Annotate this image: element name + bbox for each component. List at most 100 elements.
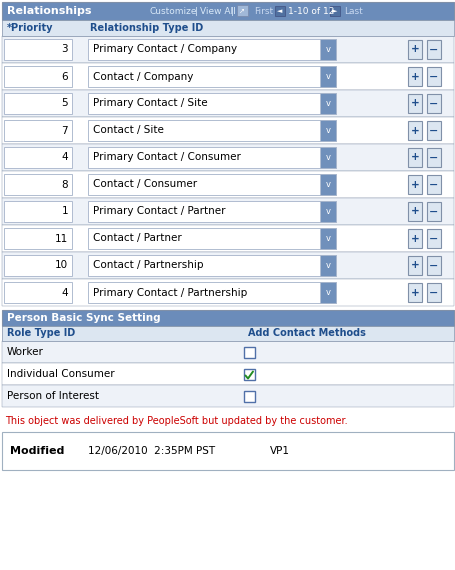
Text: Primary Contact / Company: Primary Contact / Company xyxy=(93,44,237,55)
Bar xyxy=(2,279,453,306)
Bar xyxy=(407,256,421,275)
Text: Worker: Worker xyxy=(7,347,44,357)
Text: Person Basic Sync Setting: Person Basic Sync Setting xyxy=(7,313,160,323)
Text: +: + xyxy=(410,99,419,108)
Text: Role Type ID: Role Type ID xyxy=(7,328,75,339)
Bar xyxy=(407,94,421,113)
Bar xyxy=(2,2,453,20)
Text: ◄: ◄ xyxy=(277,8,282,14)
Text: v: v xyxy=(325,207,330,216)
Text: View All: View All xyxy=(200,6,235,15)
Bar xyxy=(4,282,72,303)
Text: v: v xyxy=(325,72,330,81)
Text: v: v xyxy=(325,261,330,270)
Bar xyxy=(319,228,335,249)
Text: −: − xyxy=(428,206,438,217)
Text: Last: Last xyxy=(343,6,362,15)
Bar xyxy=(4,120,72,141)
Bar xyxy=(319,120,335,141)
Bar xyxy=(407,121,421,140)
Bar xyxy=(426,67,440,86)
Bar xyxy=(243,368,254,380)
Bar xyxy=(319,282,335,303)
Text: +: + xyxy=(410,44,419,55)
Bar xyxy=(88,228,335,249)
Text: −: − xyxy=(428,234,438,243)
Bar xyxy=(329,6,339,16)
Text: −: − xyxy=(428,99,438,108)
Bar xyxy=(426,229,440,248)
Text: Modified: Modified xyxy=(10,446,64,456)
Text: −: − xyxy=(428,125,438,136)
Bar xyxy=(88,282,335,303)
Text: v: v xyxy=(325,234,330,243)
Text: Primary Contact / Consumer: Primary Contact / Consumer xyxy=(93,153,240,162)
Text: 1-10 of 12: 1-10 of 12 xyxy=(288,6,334,15)
Text: VP1: VP1 xyxy=(269,446,289,456)
Bar xyxy=(426,256,440,275)
Bar xyxy=(88,120,335,141)
Text: Contact / Site: Contact / Site xyxy=(93,125,163,136)
Text: 1: 1 xyxy=(61,206,68,217)
Bar xyxy=(243,390,254,401)
Bar xyxy=(2,363,453,385)
Text: Primary Contact / Partner: Primary Contact / Partner xyxy=(93,206,225,217)
Text: Relationship Type ID: Relationship Type ID xyxy=(90,23,203,33)
Bar xyxy=(319,201,335,222)
Text: Individual Consumer: Individual Consumer xyxy=(7,369,114,379)
Bar xyxy=(4,174,72,195)
Text: 12/06/2010  2:35PM PST: 12/06/2010 2:35PM PST xyxy=(88,446,215,456)
Text: v: v xyxy=(325,126,330,135)
Text: +: + xyxy=(410,260,419,271)
Text: −: − xyxy=(428,180,438,189)
Text: v: v xyxy=(325,45,330,54)
Bar xyxy=(4,228,72,249)
Bar xyxy=(407,40,421,59)
Bar xyxy=(2,117,453,144)
Text: +: + xyxy=(410,153,419,162)
Text: 3: 3 xyxy=(61,44,68,55)
Bar xyxy=(426,40,440,59)
Text: 4: 4 xyxy=(61,287,68,298)
Text: −: − xyxy=(428,44,438,55)
Bar xyxy=(2,90,453,117)
Text: Relationships: Relationships xyxy=(7,6,91,16)
Bar xyxy=(426,283,440,302)
Bar xyxy=(4,93,72,114)
Text: +: + xyxy=(410,71,419,82)
Bar xyxy=(2,326,453,341)
Text: 4: 4 xyxy=(61,153,68,162)
Bar xyxy=(319,93,335,114)
Text: First: First xyxy=(253,6,273,15)
Bar xyxy=(88,39,335,60)
Bar xyxy=(88,66,335,87)
Bar xyxy=(237,5,248,16)
Text: −: − xyxy=(428,153,438,162)
Bar xyxy=(319,174,335,195)
Text: −: − xyxy=(428,71,438,82)
Text: This object was delivered by PeopleSoft but updated by the customer.: This object was delivered by PeopleSoft … xyxy=(5,416,347,426)
Text: v: v xyxy=(325,288,330,297)
Bar xyxy=(2,36,453,63)
Text: +: + xyxy=(410,234,419,243)
Bar xyxy=(2,341,453,363)
Text: v: v xyxy=(325,153,330,162)
Bar xyxy=(88,201,335,222)
Bar xyxy=(2,20,453,36)
Text: Add Contact Methods: Add Contact Methods xyxy=(248,328,365,339)
Bar xyxy=(2,252,453,279)
Bar xyxy=(4,255,72,276)
Bar xyxy=(426,202,440,221)
Bar xyxy=(407,283,421,302)
Bar xyxy=(4,39,72,60)
Text: |: | xyxy=(195,6,197,15)
Bar xyxy=(2,310,453,326)
Bar xyxy=(2,225,453,252)
Text: Customize: Customize xyxy=(150,6,197,15)
Text: −: − xyxy=(428,287,438,298)
Text: +: + xyxy=(410,287,419,298)
Bar xyxy=(4,201,72,222)
Bar xyxy=(407,67,421,86)
Bar xyxy=(88,93,335,114)
Bar xyxy=(2,63,453,90)
